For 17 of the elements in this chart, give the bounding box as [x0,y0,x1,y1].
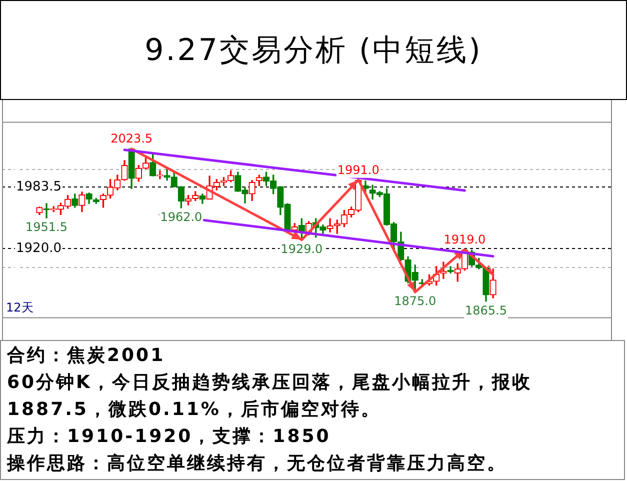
text: 60分钟K，今日反抽趋势线承压回落，尾盘小幅拉升，报收1887.5，微跌0.11%，后市偏空对待。 [7,371,533,422]
y-tick-label: 1920.0 [16,240,62,256]
text: 合约：焦炭2001 [7,344,166,368]
annotation: 1951.5 [26,220,68,234]
candlestick [447,266,454,274]
y-tick-label: 1983.5 [16,179,62,194]
annotation: 2023.5 [110,132,153,146]
annotation: 1991.0 [337,162,380,177]
chart-title: 9.27交易分析 (中短线) [0,0,627,100]
annotation: 1865.5 [464,303,507,318]
text: 压力：1910-1920，支撑：1850 [7,425,332,449]
annotation: 1962.0 [160,210,202,224]
annotation: 1929.0 [280,242,323,256]
text: 12天 [6,300,34,314]
annotation: 1875.0 [394,294,436,308]
annotation: 1919.0 [444,232,486,247]
text: 操作思路：高位空单继续持有，无仓位者背靠压力高空。 [7,452,508,476]
